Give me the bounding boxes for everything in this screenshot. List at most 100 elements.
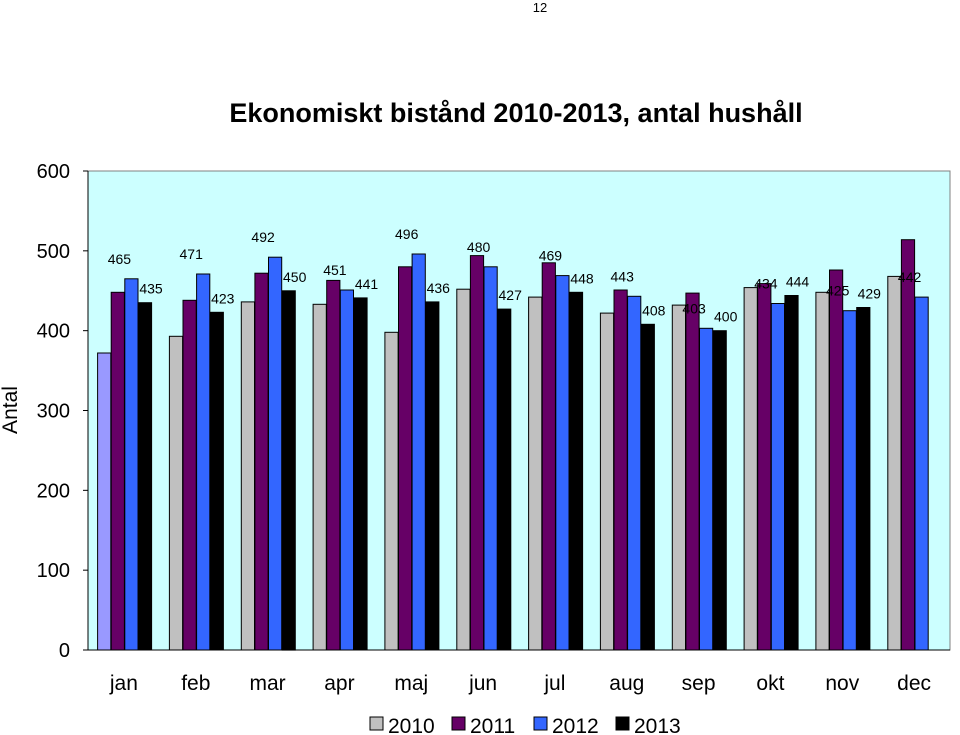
y-tick-label: 100: [37, 560, 70, 582]
bar-feb-2010: [168, 335, 184, 651]
data-label-dec-2012: 442: [898, 269, 922, 285]
data-label-jul-2013: 448: [570, 270, 594, 286]
bar-jun-2012: [483, 266, 498, 651]
bar-dec-2011: [900, 239, 916, 651]
data-label-apr-2013: 441: [355, 276, 379, 292]
bar-aug-2012: [627, 295, 642, 651]
bar-maj-2013: [425, 301, 440, 651]
data-label-mar-2013: 450: [283, 269, 307, 285]
bar-jul-2010: [528, 296, 543, 651]
data-label-mar-2012: 492: [251, 229, 275, 245]
bar-sep-2012: [699, 327, 714, 651]
bar-sep-2013: [712, 330, 727, 651]
bar-apr-2012: [339, 289, 354, 651]
bar-nov-2010: [815, 291, 830, 651]
legend-swatch-2012: [533, 716, 548, 731]
y-tick-label: 500: [37, 241, 70, 263]
data-label-feb-2012: 471: [180, 246, 204, 262]
data-label-jan-2012: 465: [108, 251, 132, 267]
bar-mar-2011: [254, 272, 269, 651]
data-label-feb-2013: 423: [211, 290, 235, 306]
data-label-maj-2012: 496: [395, 226, 419, 242]
bar-jan-2011: [110, 291, 125, 651]
y-tick-label: 0: [59, 640, 70, 662]
bar-jun-2013: [497, 308, 512, 651]
bar-maj-2011: [398, 266, 413, 651]
legend: 2010 2011 2012 2013: [369, 715, 681, 735]
data-label-jan-2013: 435: [139, 281, 163, 297]
legend-label-2012: 2012: [552, 715, 599, 735]
bar-maj-2010: [384, 331, 399, 651]
y-tick-label: 400: [37, 321, 70, 343]
data-label-maj-2013: 436: [427, 280, 451, 296]
data-label-apr-2012: 451: [323, 262, 347, 278]
data-labels-layer: 465 435 471 423 492 450 451 441 496 436 480 427 469 4…: [108, 226, 922, 325]
bar-feb-2012: [196, 273, 211, 651]
legend-label-2011: 2011: [470, 715, 515, 735]
data-label-sep-2013: 400: [714, 309, 738, 325]
x-tick-label-feb: feb: [181, 672, 210, 695]
x-tick-label-dec: dec: [897, 672, 931, 695]
bar-apr-2010: [312, 303, 327, 651]
bar-aug-2011: [613, 289, 628, 651]
x-tick-label-jun: jun: [468, 672, 497, 695]
bar-jul-2011: [541, 262, 556, 651]
bar-jan-2012: [124, 278, 139, 651]
chart-title: Ekonomiskt bistånd 2010-2013, antal hush…: [229, 98, 802, 128]
bar-jul-2013: [568, 291, 584, 651]
x-tick-label-maj: maj: [394, 672, 428, 695]
bar-aug-2013: [640, 323, 655, 651]
data-label-aug-2012: 443: [611, 268, 635, 284]
bar-jun-2011: [469, 255, 485, 651]
data-label-sep-2012: 403: [682, 300, 706, 316]
bar-okt-2011: [757, 283, 772, 651]
bar-jan-2010: [97, 352, 112, 651]
bar-mar-2010: [240, 301, 256, 651]
x-tick-label-aug: aug: [609, 672, 644, 695]
y-tick-label: 600: [37, 161, 70, 183]
legend-swatch-2011: [451, 716, 466, 731]
x-tick-label-apr: apr: [324, 672, 354, 695]
bar-dec-2012: [914, 296, 929, 651]
bar-mar-2013: [281, 290, 296, 651]
bar-aug-2010: [599, 312, 615, 651]
x-tick-label-mar: mar: [250, 672, 286, 695]
data-label-okt-2013: 444: [786, 274, 810, 290]
data-label-jun-2012: 480: [467, 239, 491, 255]
bar-mar-2012: [268, 256, 283, 651]
bar-nov-2013: [856, 307, 871, 651]
data-label-okt-2012: 434: [754, 276, 778, 292]
bar-jan-2013: [137, 302, 153, 651]
bar-nov-2012: [842, 310, 857, 651]
legend-swatch-2013: [615, 716, 630, 731]
bar-jul-2012: [555, 275, 570, 651]
x-tick-label-jan: jan: [109, 672, 138, 695]
x-axis: jan feb mar apr maj jun jul aug sep okt nov dec: [88, 649, 950, 695]
legend-swatch-2010: [369, 716, 384, 731]
bar-nov-2011: [829, 269, 844, 651]
y-axis-title: Antal: [0, 386, 22, 434]
y-tick-label: 200: [37, 480, 70, 502]
data-label-jul-2012: 469: [539, 248, 563, 264]
page-number: 12: [532, 0, 548, 15]
bar-apr-2011: [326, 279, 341, 651]
bar-maj-2012: [411, 253, 426, 651]
x-tick-label-nov: nov: [825, 672, 859, 695]
y-tick-label: 300: [37, 401, 70, 423]
bar-dec-2010: [887, 275, 902, 651]
legend-label-2013: 2013: [634, 715, 681, 735]
bar-jun-2010: [456, 288, 471, 651]
bar-feb-2013: [209, 311, 224, 651]
x-tick-label-sep: sep: [682, 672, 716, 695]
data-label-nov-2013: 429: [858, 286, 882, 302]
x-tick-label-okt: okt: [756, 672, 784, 695]
x-tick-label-jul: jul: [543, 672, 565, 695]
bar-okt-2010: [743, 287, 758, 651]
bar-apr-2013: [353, 297, 368, 651]
bar-sep-2011: [685, 292, 700, 651]
bar-okt-2012: [770, 303, 785, 651]
plot-area: [87, 170, 951, 651]
legend-label-2010: 2010: [388, 715, 435, 735]
data-label-jun-2013: 427: [499, 287, 523, 303]
